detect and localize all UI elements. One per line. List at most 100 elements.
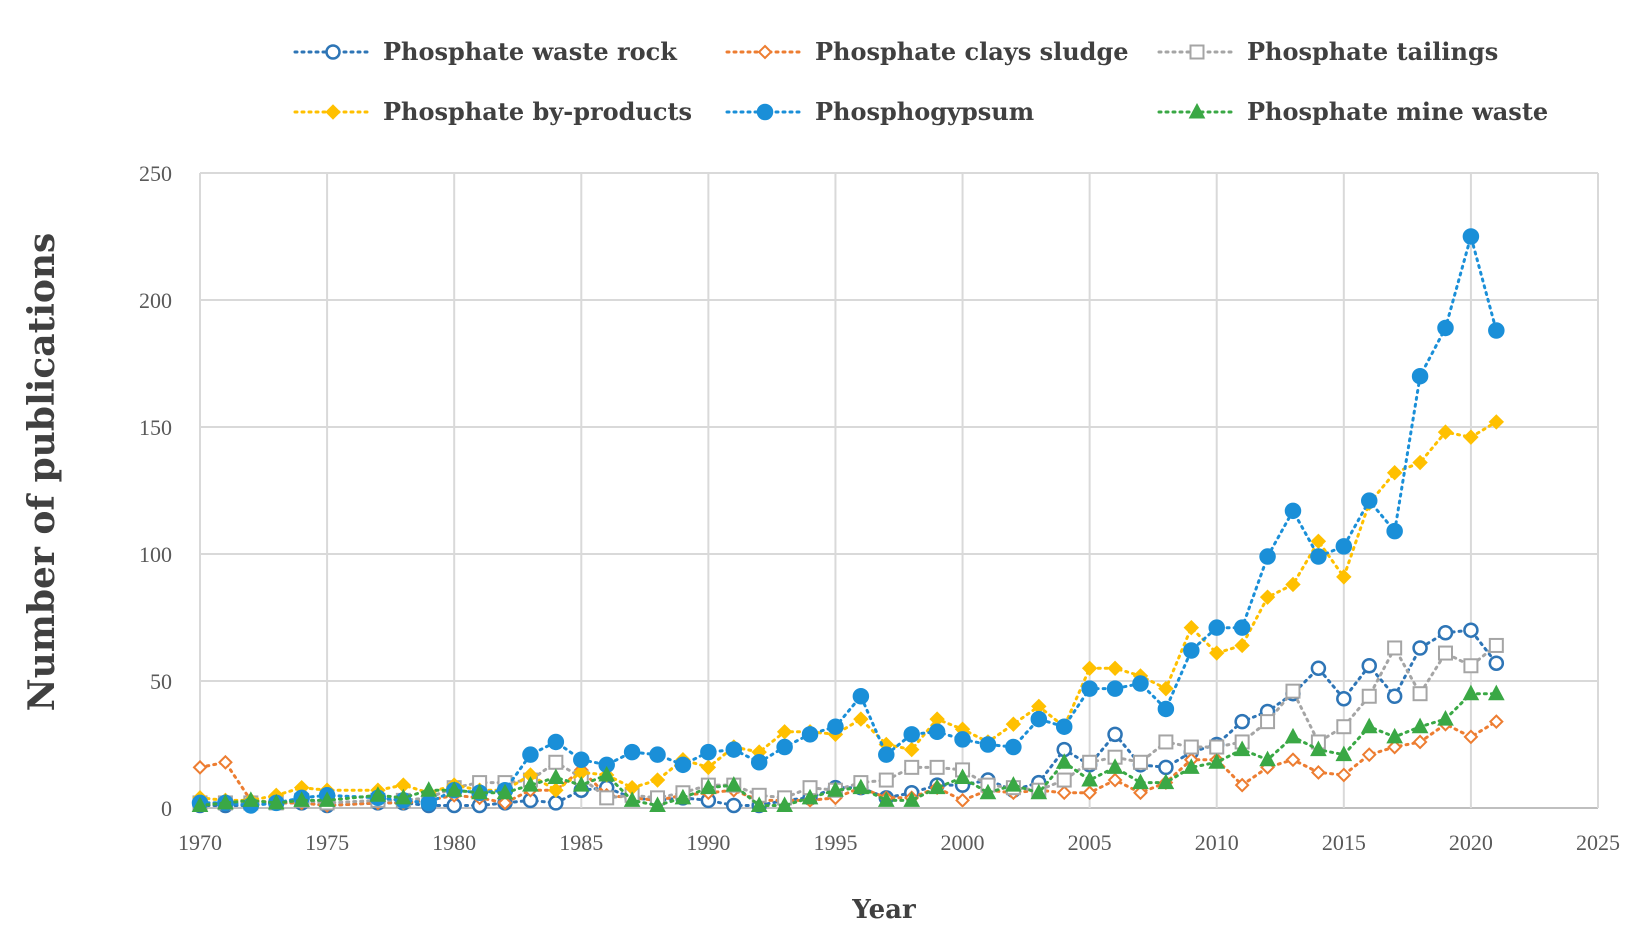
- data-point-phosphate-by-products: [1386, 465, 1403, 481]
- data-point-phosphate-mine-waste: [1487, 684, 1505, 701]
- data-point-phosphogypsum: [1284, 502, 1302, 520]
- data-point-phosphate-clays-sludge: [1056, 785, 1072, 801]
- data-point-phosphate-by-products: [1463, 429, 1479, 445]
- legend: Phosphate waste rock Phosphate clays slud…: [293, 37, 1548, 126]
- data-point-phosphogypsum: [547, 733, 565, 751]
- data-point-phosphate-waste-rock: [1310, 660, 1327, 677]
- data-point-phosphate-mine-waste: [1055, 753, 1073, 769]
- data-point-phosphate-mine-waste: [725, 776, 743, 792]
- legend-item-phosphogypsum: Phosphogypsum: [725, 97, 1034, 126]
- x-axis-ticks: 1970 1975 1980 1985 1990 1995 2000 2005 2010 2015…: [178, 830, 1620, 855]
- data-point-phosphate-clays-sludge: [1412, 734, 1428, 750]
- data-point-phosphate-clays-sludge: [1488, 714, 1504, 730]
- data-point-phosphate-tailings: [1260, 714, 1276, 730]
- legend-marker-phosphate-tailings: [1189, 44, 1205, 60]
- data-point-phosphate-mine-waste: [954, 768, 971, 785]
- data-point-phosphate-by-products: [649, 772, 666, 788]
- data-point-phosphate-tailings: [548, 754, 564, 770]
- series-line-phosphate-waste-rock: [198, 628, 1498, 808]
- data-point-phosphate-mine-waste: [522, 776, 539, 792]
- x-tick-label: 2025: [1576, 830, 1620, 855]
- data-point-phosphate-by-products: [1158, 680, 1174, 697]
- data-point-phosphogypsum: [1030, 710, 1048, 728]
- data-point-phosphate-clays-sludge: [1107, 772, 1123, 788]
- data-point-phosphogypsum: [573, 751, 590, 768]
- data-point-phosphate-tailings: [929, 759, 945, 775]
- data-point-phosphogypsum: [1411, 367, 1429, 385]
- data-point-phosphate-mine-waste: [445, 781, 463, 797]
- data-point-phosphate-mine-waste: [267, 793, 285, 810]
- data-point-phosphate-clays-sludge: [1082, 785, 1098, 801]
- y-tick-label: 50: [150, 669, 172, 694]
- data-point-phosphate-tailings: [1336, 719, 1352, 735]
- data-point-phosphate-waste-rock: [1158, 759, 1174, 776]
- series-phosphate-tailings: [192, 637, 1504, 811]
- data-point-phosphate-waste-rock: [1437, 624, 1454, 641]
- legend-item-phosphate-tailings: Phosphate tailings: [1157, 37, 1498, 66]
- data-point-phosphate-by-products: [1234, 637, 1250, 654]
- data-point-phosphate-mine-waste: [1208, 753, 1226, 769]
- data-point-phosphogypsum: [1233, 619, 1251, 636]
- legend-label-phosphate-by-products: Phosphate by-products: [383, 97, 692, 126]
- x-tick-label: 2015: [1322, 830, 1366, 855]
- data-point-phosphate-mine-waste: [572, 776, 590, 792]
- x-tick-label: 1980: [432, 830, 476, 855]
- data-point-phosphate-by-products: [1285, 576, 1301, 593]
- data-point-phosphate-clays-sludge: [1310, 765, 1326, 780]
- data-point-phosphate-by-products: [1412, 454, 1428, 471]
- data-point-phosphate-mine-waste: [547, 768, 565, 785]
- data-point-phosphate-by-products: [1336, 569, 1352, 585]
- data-point-phosphate-clays-sludge: [497, 795, 513, 811]
- data-point-phosphogypsum: [878, 746, 895, 763]
- data-point-phosphate-mine-waste: [903, 791, 921, 807]
- data-point-phosphate-mine-waste: [471, 783, 488, 800]
- data-point-phosphogypsum: [903, 726, 920, 743]
- data-point-phosphogypsum: [928, 723, 946, 741]
- data-point-phosphate-clays-sludge: [1463, 729, 1479, 745]
- data-point-phosphogypsum: [674, 756, 692, 774]
- y-tick-label: 150: [139, 415, 172, 440]
- data-point-phosphogypsum: [776, 738, 793, 756]
- data-point-phosphate-waste-rock: [1336, 691, 1352, 707]
- data-point-phosphate-mine-waste: [623, 791, 641, 807]
- data-point-phosphogypsum: [1386, 522, 1403, 540]
- data-point-phosphate-mine-waste: [318, 791, 336, 807]
- y-tick-label: 200: [139, 288, 172, 313]
- data-point-phosphate-clays-sludge: [1285, 752, 1301, 768]
- x-tick-label: 1990: [686, 830, 730, 855]
- data-point-phosphate-mine-waste: [1335, 745, 1353, 762]
- data-point-phosphate-tailings: [1387, 640, 1403, 656]
- data-point-phosphate-tailings: [1361, 688, 1377, 704]
- data-point-phosphate-tailings: [878, 772, 894, 788]
- data-point-phosphate-clays-sludge: [1387, 739, 1403, 755]
- data-point-phosphate-mine-waste: [1030, 783, 1048, 800]
- data-point-phosphate-by-products: [904, 741, 920, 758]
- data-point-phosphate-mine-waste: [598, 765, 616, 782]
- data-point-phosphate-mine-waste: [928, 778, 946, 795]
- data-point-phosphogypsum: [420, 794, 438, 812]
- data-point-phosphate-mine-waste: [1284, 727, 1302, 744]
- data-point-phosphate-tailings: [1158, 734, 1174, 750]
- data-point-phosphate-waste-rock: [1361, 658, 1377, 674]
- y-axis-title: Number of publications: [21, 233, 63, 712]
- data-point-phosphate-mine-waste: [496, 783, 514, 800]
- legend-label-phosphate-tailings: Phosphate tailings: [1247, 37, 1498, 66]
- series-phosphate-mine-waste: [191, 684, 1505, 812]
- legend-label-phosphate-waste-rock: Phosphate waste rock: [383, 37, 678, 66]
- data-point-phosphate-mine-waste: [674, 788, 692, 805]
- data-point-phosphate-by-products: [1209, 645, 1225, 661]
- data-point-phosphate-tailings: [1132, 754, 1148, 770]
- data-point-phosphogypsum: [725, 741, 743, 758]
- data-point-phosphate-mine-waste: [1157, 773, 1175, 790]
- data-point-phosphogypsum: [649, 746, 666, 763]
- data-point-phosphate-mine-waste: [700, 778, 717, 795]
- data-point-phosphate-by-products: [1005, 716, 1022, 732]
- x-tick-label: 2020: [1449, 830, 1493, 855]
- data-point-phosphogypsum: [522, 746, 539, 763]
- data-point-phosphate-mine-waste: [293, 791, 311, 807]
- series-line-phosphogypsum: [198, 230, 1498, 808]
- legend-item-phosphate-mine-waste: Phosphate mine waste: [1157, 97, 1548, 126]
- data-point-phosphate-mine-waste: [649, 796, 666, 812]
- data-point-phosphate-clays-sludge: [192, 759, 208, 775]
